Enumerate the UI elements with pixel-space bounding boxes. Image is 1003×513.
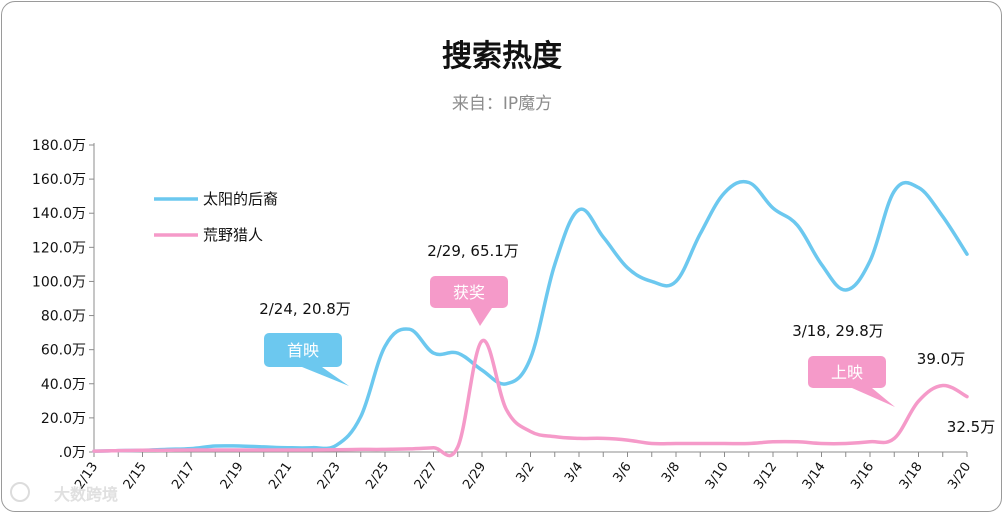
x-tick-label: 3/14: [800, 460, 829, 493]
legend-label-0: 太阳的后裔: [203, 190, 278, 208]
x-tick-label: 3/2: [513, 460, 537, 486]
y-tick-label: 60.0万: [41, 343, 86, 359]
callout-pointer: [470, 308, 492, 326]
x-tick-label: 3/18: [897, 460, 926, 493]
watermark: 大数跨境: [10, 482, 118, 504]
x-tick-label: 2/15: [121, 460, 150, 493]
chart-title: 搜索热度: [442, 39, 562, 74]
callout-bubble: 获奖: [430, 276, 508, 326]
x-tick-label: 2/23: [315, 460, 344, 493]
x-tick-label: 2/25: [363, 460, 392, 493]
y-tick-label: 40.0万: [41, 377, 86, 393]
chart-subtitle: 来自：IP魔方: [452, 94, 552, 114]
watermark-logo-icon: [10, 482, 30, 502]
y-tick-label: 80.0万: [41, 309, 86, 325]
y-tick-label: 100.0万: [32, 274, 86, 290]
axes: .0万 20.0万 40.0万 60.0万 80.0万 100.0万 120.0万 140.0…: [32, 138, 974, 492]
callout-pointer: [852, 388, 895, 407]
callout-pointer: [302, 367, 349, 386]
y-tick-label: 20.0万: [41, 411, 86, 427]
data-label: 3/18, 29.8万: [792, 322, 884, 340]
legend-label-1: 荒野猎人: [203, 226, 263, 244]
x-tick-label: 3/6: [610, 460, 634, 486]
y-tick-label: 120.0万: [32, 240, 86, 256]
x-tick-label: 3/4: [562, 460, 586, 486]
x-tick-label: 2/29: [460, 460, 489, 493]
x-tick-label: 3/10: [703, 460, 732, 493]
y-tick-label: 140.0万: [32, 206, 86, 222]
annotation-layer: 2/24, 20.8万 2/29, 65.1万 3/18, 29.8万 39.0万 32…: [259, 242, 995, 436]
callout-bubble: 上映: [808, 356, 895, 407]
series-line-1: [92, 339, 969, 458]
data-label: 32.5万: [947, 418, 995, 436]
series-line-0: [92, 179, 969, 453]
x-tick-label: 3/16: [848, 460, 877, 493]
x-tick-label: 2/19: [218, 460, 247, 493]
callout-label: 上映: [831, 363, 863, 382]
series-layer: [92, 179, 969, 458]
callout-box: [430, 276, 508, 308]
x-tick-label: 2/27: [412, 460, 441, 493]
callout-label: 首映: [287, 341, 319, 360]
x-tick-label: 2/21: [266, 460, 295, 493]
y-tick-label: 180.0万: [32, 138, 86, 154]
data-label: 39.0万: [917, 350, 965, 368]
callout-box: [808, 356, 886, 388]
y-tick-label: .0万: [59, 445, 86, 461]
callout-label: 获奖: [453, 283, 485, 302]
y-tick-label: 160.0万: [32, 172, 86, 188]
x-tick-label: 3/12: [751, 460, 780, 493]
callout-box: [264, 333, 342, 367]
data-label: 2/29, 65.1万: [427, 242, 519, 260]
data-label: 2/24, 20.8万: [259, 300, 351, 318]
x-tick-label: 3/20: [945, 460, 974, 493]
watermark-text: 大数跨境: [54, 485, 118, 504]
x-tick-label: 3/8: [659, 460, 683, 486]
x-tick-label: 2/17: [169, 460, 198, 493]
callout-bubble: 首映: [264, 333, 349, 386]
